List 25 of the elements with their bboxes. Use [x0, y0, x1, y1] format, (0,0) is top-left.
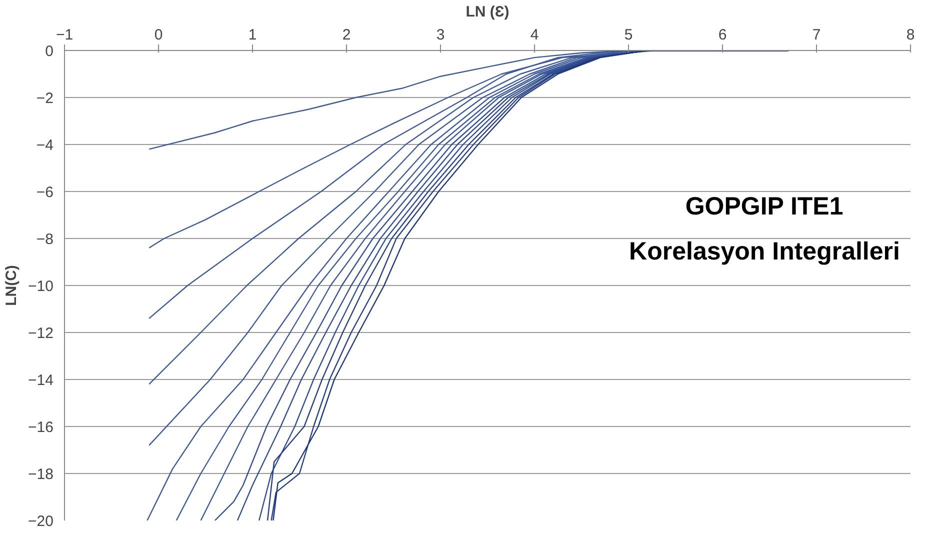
- x-tick-label: 6: [718, 26, 727, 44]
- x-tick-label: 8: [906, 26, 915, 44]
- x-tick-label: 2: [342, 26, 351, 44]
- x-tick-label: 7: [812, 26, 821, 44]
- y-tick-label: −8: [36, 231, 54, 248]
- y-tick-label: −6: [36, 184, 54, 201]
- y-tick-label: 0: [45, 43, 54, 60]
- y-tick-label: −20: [28, 513, 54, 530]
- x-tick-label: 1: [248, 26, 257, 44]
- y-tick-label: −4: [36, 137, 54, 154]
- y-tick-label: −18: [28, 466, 54, 483]
- x-tick-label: 5: [624, 26, 633, 44]
- annotation: GOPGIP ITE1: [685, 192, 844, 220]
- y-tick-label: −2: [36, 90, 54, 107]
- x-axis-title: LN (Ɛ): [466, 4, 510, 20]
- y-tick-label: −10: [28, 278, 54, 295]
- y-tick-label: −12: [28, 325, 54, 342]
- y-tick-label: −14: [28, 372, 54, 389]
- x-tick-label: 0: [154, 26, 163, 44]
- y-tick-label: −16: [28, 419, 54, 436]
- annotation: Korelasyon Integralleri: [629, 238, 900, 266]
- x-tick-label: −1: [56, 26, 74, 44]
- x-tick-label: 3: [436, 26, 445, 44]
- x-tick-label: 4: [530, 26, 539, 44]
- y-axis-title: LN(C): [3, 265, 20, 306]
